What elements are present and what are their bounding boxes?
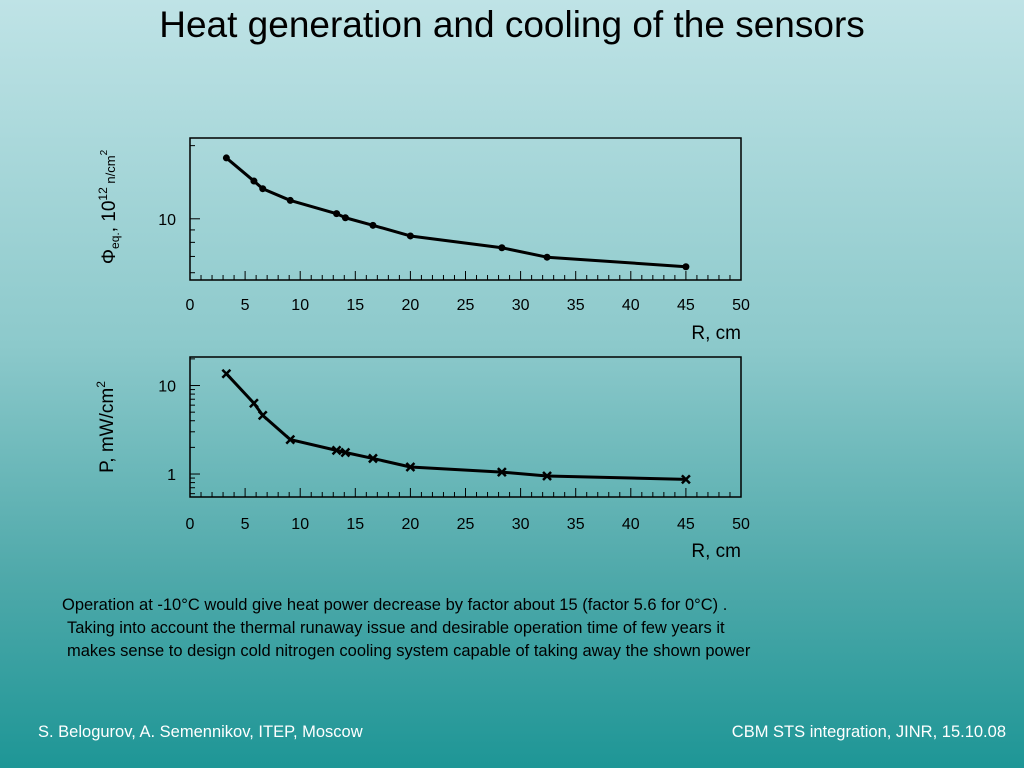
plot-frame <box>189 137 742 281</box>
y-axis-label: P, mW/cm2 <box>94 381 118 473</box>
data-point <box>333 210 341 218</box>
x-tick-label: 10 <box>291 516 309 533</box>
data-point <box>341 214 349 222</box>
x-tick-label: 50 <box>732 297 750 314</box>
x-tick-label: 40 <box>622 516 640 533</box>
data-point <box>681 474 691 485</box>
data-point <box>221 368 232 379</box>
series-line <box>225 372 686 481</box>
plot-frame <box>189 356 742 498</box>
data-point <box>405 462 416 472</box>
x-tick-label: 45 <box>677 516 695 533</box>
x-tick-label: 35 <box>567 516 585 533</box>
caption-line-1: Operation at -10°C would give heat power… <box>62 596 728 614</box>
data-point <box>369 221 377 229</box>
x-tick-label: 30 <box>512 516 530 533</box>
x-tick-label: 20 <box>402 516 420 533</box>
chart-1: 0 5 10 15 20 25 30 35 40 45 50 10 R, cm Φeq., 1012 n/… <box>96 137 750 344</box>
data-point <box>257 410 268 421</box>
x-tick-label: 25 <box>457 297 475 314</box>
x-tick-label: 45 <box>677 297 695 314</box>
y-axis-label: Φeq., 1012 n/cm2 <box>96 149 122 264</box>
data-point <box>259 185 267 193</box>
y-tick-label: 10 <box>158 379 176 396</box>
caption-line-3: makes sense to design cold nitrogen cool… <box>67 642 751 660</box>
caption-line-2: Taking into account the thermal runaway … <box>67 619 725 637</box>
x-tick-label: 5 <box>241 516 250 533</box>
data-point <box>406 232 414 240</box>
x-tick-label: 15 <box>346 297 364 314</box>
data-point <box>543 253 551 261</box>
x-tick-label: 0 <box>186 297 195 314</box>
data-point <box>222 154 230 162</box>
x-tick-label: 25 <box>457 516 475 533</box>
data-point <box>682 263 690 271</box>
data-point <box>250 177 258 185</box>
x-tick-label: 5 <box>241 297 250 314</box>
y-tick-label: 1 <box>167 467 176 484</box>
x-axis-label: R, cm <box>691 541 741 562</box>
data-point <box>340 447 351 458</box>
slide-title: Heat generation and cooling of the senso… <box>159 4 865 45</box>
data-point <box>542 471 552 481</box>
series-line <box>225 156 687 269</box>
data-point <box>286 196 294 204</box>
x-tick-label: 30 <box>512 297 530 314</box>
x-tick-label: 15 <box>346 516 364 533</box>
y-tick-label: 10 <box>158 212 176 229</box>
data-point <box>368 453 378 464</box>
data-point <box>496 467 507 478</box>
data-point <box>331 445 342 456</box>
caption: Operation at -10°C would give heat power… <box>62 594 750 663</box>
footer-event: CBM STS integration, JINR, 15.10.08 <box>731 723 1006 741</box>
x-tick-label: 0 <box>186 516 195 533</box>
x-tick-label: 10 <box>291 297 309 314</box>
data-point <box>249 398 259 409</box>
x-tick-label: 35 <box>567 297 585 314</box>
chart-2: 0 5 10 15 20 25 30 35 40 45 50 10 1 R, cm P, mW/cm2 <box>94 356 750 562</box>
x-tick-label: 20 <box>402 297 420 314</box>
x-tick-label: 50 <box>732 516 750 533</box>
x-axis-label: R, cm <box>691 323 741 344</box>
data-point <box>285 434 296 445</box>
footer-authors: S. Belogurov, A. Semennikov, ITEP, Mosco… <box>38 723 363 741</box>
data-point <box>498 244 506 252</box>
x-tick-label: 40 <box>622 297 640 314</box>
